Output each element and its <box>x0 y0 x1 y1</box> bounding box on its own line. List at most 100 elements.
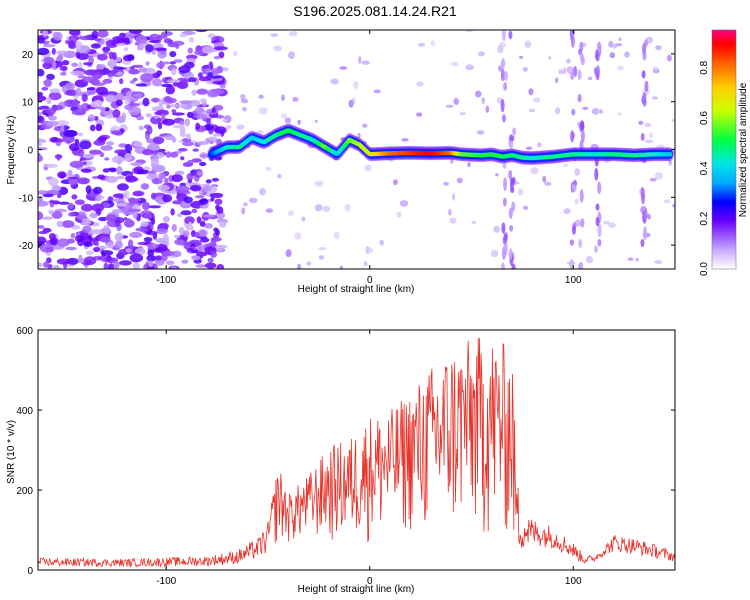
ridge-core <box>667 152 673 157</box>
noise-blob <box>490 249 499 258</box>
noise-blob <box>137 169 149 174</box>
noise-blob <box>574 168 581 176</box>
noise-blob <box>195 264 207 268</box>
noise-blob <box>179 103 189 109</box>
noise-blob <box>114 240 123 249</box>
noise-blob <box>116 175 125 180</box>
noise-blob <box>145 44 154 53</box>
noise-blob <box>204 223 213 229</box>
noise-blob <box>210 239 217 248</box>
noise-blob <box>121 112 126 121</box>
noise-blob <box>119 78 124 85</box>
noise-blob <box>146 242 159 249</box>
noise-blob <box>121 96 129 101</box>
noise-blob <box>151 50 156 55</box>
noise-blob <box>158 172 167 180</box>
noise-blob <box>213 46 228 51</box>
noise-blob <box>38 142 43 147</box>
noise-blob <box>590 143 599 151</box>
noise-blob <box>142 97 150 107</box>
noise-blob <box>608 40 614 48</box>
noise-blob <box>450 158 454 164</box>
noise-blob <box>188 77 197 83</box>
noise-blob <box>151 177 163 185</box>
noise-streak <box>577 94 582 103</box>
snr-axes: -100 0 100 0 200 400 600 <box>16 326 675 587</box>
noise-blob <box>78 254 83 263</box>
noise-blob <box>59 72 67 76</box>
noise-blob <box>71 110 86 116</box>
noise-blob <box>140 183 150 190</box>
noise-blob <box>46 97 52 105</box>
noise-blob <box>85 185 92 194</box>
noise-blob <box>166 104 171 109</box>
noise-blob <box>76 40 82 50</box>
noise-blob <box>135 227 148 232</box>
noise-blob <box>51 47 56 55</box>
noise-blob <box>160 254 168 262</box>
noise-blob <box>127 208 142 213</box>
noise-streak <box>640 187 645 199</box>
noise-blob <box>196 216 202 224</box>
noise-blob <box>218 51 225 59</box>
noise-streak <box>573 66 578 77</box>
noise-streak <box>501 30 506 42</box>
noise-blob <box>48 200 61 204</box>
noise-streak <box>509 134 513 141</box>
noise-streak <box>640 239 645 247</box>
noise-blob <box>48 91 62 101</box>
noise-blob <box>98 234 111 243</box>
noise-blob <box>202 46 215 54</box>
noise-blob <box>160 113 166 118</box>
noise-blob <box>92 186 103 194</box>
noise-blob <box>115 99 123 107</box>
noise-blob <box>174 239 185 245</box>
noise-blob <box>649 177 657 182</box>
noise-blob <box>48 115 58 121</box>
noise-blob <box>318 247 327 251</box>
noise-blob <box>175 185 190 193</box>
noise-blob <box>182 141 194 147</box>
noise-blob <box>59 65 68 71</box>
noise-blob <box>416 112 423 117</box>
noise-blob <box>314 204 323 212</box>
noise-blob <box>98 216 108 222</box>
noise-blob <box>157 122 163 130</box>
noise-blob <box>83 241 93 247</box>
noise-blob <box>81 218 92 226</box>
noise-blob <box>171 137 177 143</box>
noise-blob <box>43 56 55 64</box>
y-tick-label: 20 <box>22 50 34 61</box>
noise-blob <box>140 73 154 82</box>
noise-blob <box>146 255 157 262</box>
snr-panel: -100 0 100 0 200 400 600 Height of straight li… <box>6 326 676 595</box>
noise-streak <box>501 262 505 269</box>
noise-streak <box>570 130 575 143</box>
noise-blob <box>93 139 106 146</box>
noise-blob <box>68 212 76 217</box>
noise-blob <box>582 106 589 110</box>
noise-blob <box>46 73 55 81</box>
noise-streak <box>503 177 508 192</box>
noise-blob <box>116 166 123 175</box>
y-tick-label: -10 <box>19 193 34 204</box>
noise-blob <box>214 126 227 135</box>
noise-blob <box>306 261 312 266</box>
noise-blob <box>188 36 195 43</box>
snr-series-line <box>38 337 675 568</box>
noise-blob <box>138 67 148 73</box>
noise-blob <box>128 68 141 75</box>
noise-streak <box>580 121 585 132</box>
spectrogram-x-axis-label: Height of straight line (km) <box>298 284 415 295</box>
noise-blob <box>81 93 88 102</box>
noise-blob <box>42 193 54 198</box>
noise-blob <box>145 61 150 66</box>
noise-streak <box>508 170 513 180</box>
noise-streak <box>642 92 647 102</box>
noise-blob <box>161 83 173 88</box>
noise-blob <box>38 262 43 268</box>
noise-blob <box>157 200 165 205</box>
noise-blob <box>467 162 471 168</box>
noise-blob <box>184 216 195 225</box>
